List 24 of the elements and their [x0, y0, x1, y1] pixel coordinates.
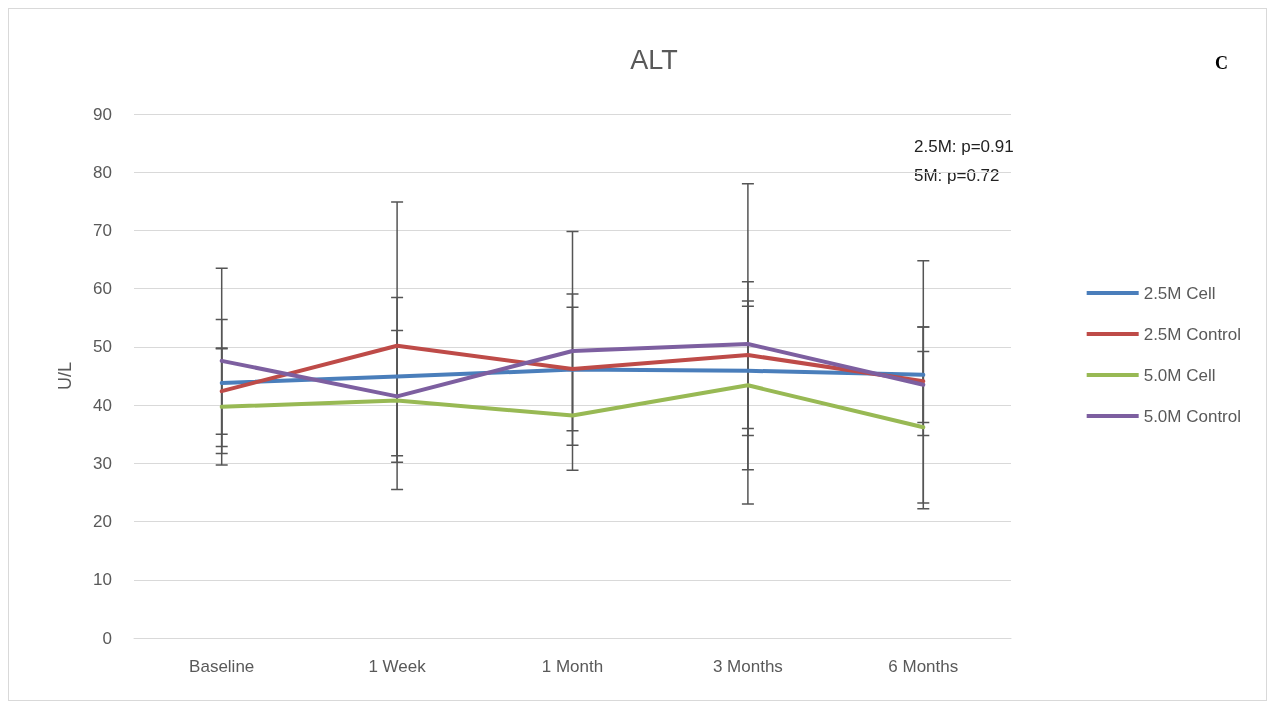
legend-label: 5.0M Cell [1143, 365, 1216, 385]
y-tick-label: 40 [93, 395, 112, 415]
y-tick-label: 90 [93, 104, 112, 124]
y-tick-label: 60 [93, 279, 112, 299]
x-tick-label: 1 Month [541, 657, 604, 676]
y-tick-label: 0 [102, 628, 112, 648]
annotation: 2.5M: p=0.91 [914, 137, 1014, 156]
y-tick-label: 30 [93, 453, 112, 473]
legend-label: 5.0M Control [1143, 406, 1242, 426]
y-tick-label: 50 [93, 337, 112, 357]
y-tick-label: 10 [93, 570, 112, 590]
y-tick-label: 80 [93, 162, 112, 182]
y-axis-title: U/L [55, 361, 75, 391]
legend-label: 2.5M Cell [1143, 283, 1216, 303]
x-tick-label: 6 Months [888, 657, 959, 676]
x-tick-label: 3 Months [712, 657, 783, 676]
x-tick-label: Baseline [189, 657, 255, 676]
y-tick-label: 20 [93, 512, 112, 532]
chart-title: ALT [630, 44, 678, 75]
text: C [1215, 53, 1228, 73]
line-series [219, 383, 926, 430]
y-tick-label: 70 [93, 220, 112, 240]
x-tick-label: 1 Week [368, 657, 427, 676]
legend-label: 2.5M Control [1143, 324, 1242, 344]
